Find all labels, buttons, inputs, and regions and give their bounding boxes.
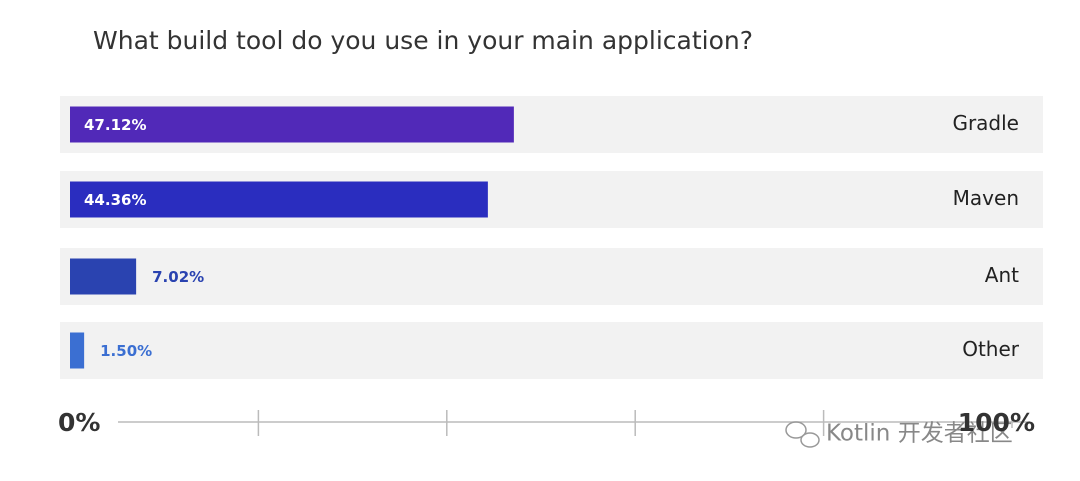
bar bbox=[70, 106, 514, 143]
value-label: 7.02% bbox=[152, 268, 204, 286]
chart-title: What build tool do you use in your main … bbox=[93, 26, 753, 55]
x-tick-label: 100% bbox=[958, 408, 1035, 437]
category-label: Maven bbox=[953, 186, 1019, 210]
category-label: Ant bbox=[985, 263, 1019, 287]
row-background bbox=[60, 248, 1043, 305]
value-label: 44.36% bbox=[84, 191, 146, 209]
watermark-icon bbox=[785, 421, 820, 448]
category-label: Other bbox=[962, 337, 1020, 361]
value-label: 1.50% bbox=[100, 342, 152, 360]
bar bbox=[70, 181, 488, 218]
bar bbox=[70, 258, 137, 295]
row-background bbox=[60, 322, 1043, 379]
watermark: Kotlin 开发者社区 bbox=[826, 421, 1013, 447]
value-label: 47.12% bbox=[84, 116, 146, 134]
category-label: Gradle bbox=[952, 111, 1019, 135]
bar bbox=[70, 332, 85, 369]
x-tick-label: 0% bbox=[58, 408, 100, 437]
